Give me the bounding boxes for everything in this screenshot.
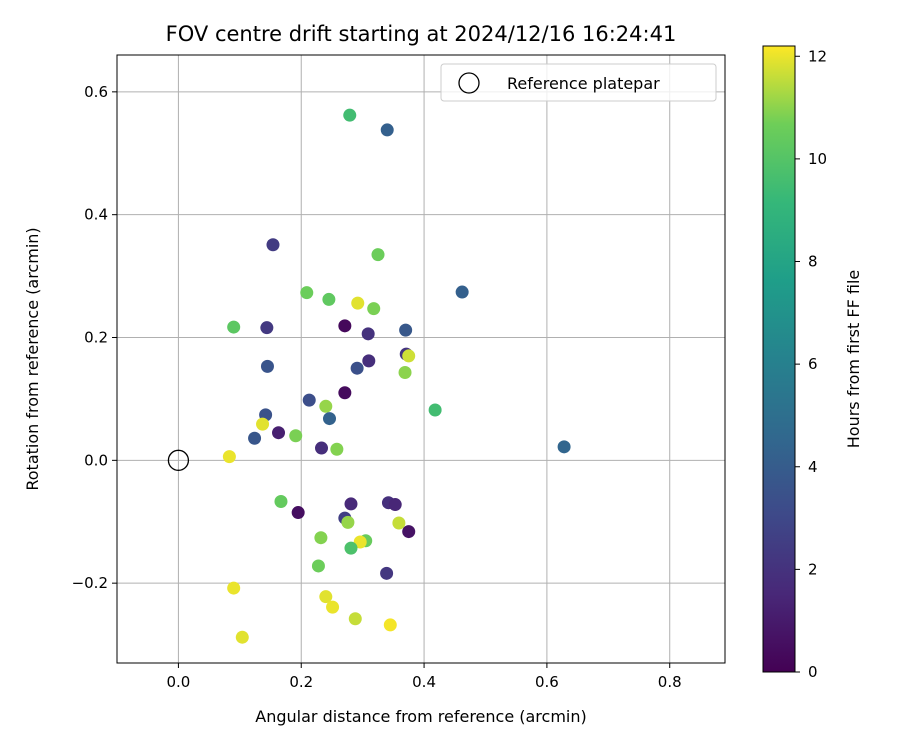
data-point — [319, 399, 333, 413]
data-point — [380, 123, 394, 137]
data-point — [388, 498, 402, 512]
data-point — [428, 403, 442, 417]
data-point — [274, 494, 288, 508]
data-point — [322, 292, 336, 306]
x-axis-label: Angular distance from reference (arcmin) — [255, 707, 586, 726]
colorbar-tick-label: 6 — [808, 355, 818, 373]
colorbar-gradient — [763, 46, 795, 672]
data-point — [260, 359, 274, 373]
data-point — [302, 393, 316, 407]
y-tick-label: 0.2 — [84, 329, 108, 347]
y-tick-label: 0.0 — [84, 451, 108, 469]
data-point — [350, 361, 364, 375]
data-point — [455, 285, 469, 299]
data-point — [319, 590, 333, 604]
data-point — [322, 412, 336, 426]
data-point — [338, 319, 352, 333]
x-tick-label: 0.8 — [658, 673, 682, 691]
reference-platepar-marker — [167, 449, 190, 471]
x-tick-label: 0.4 — [412, 673, 436, 691]
data-point — [402, 349, 416, 363]
data-point — [227, 320, 241, 334]
colorbar-tick-label: 2 — [808, 560, 818, 578]
data-point — [291, 506, 305, 520]
y-tick-label: 0.4 — [84, 206, 108, 224]
data-point — [341, 515, 355, 529]
y-axis-ticks: −0.2 0.0 0.2 0.4 0.6 — [72, 83, 117, 592]
y-tick-label: 0.6 — [84, 83, 108, 101]
data-point — [300, 286, 314, 300]
data-point — [266, 238, 280, 252]
y-tick-label: −0.2 — [72, 574, 108, 592]
data-point — [326, 600, 340, 614]
colorbar-tick-label: 10 — [808, 150, 827, 168]
data-point — [315, 441, 329, 455]
data-point — [330, 442, 344, 456]
colorbar: 0 2 4 6 8 10 12 Hours from first FF file — [762, 45, 863, 681]
grid-lines — [117, 55, 725, 663]
data-point — [348, 612, 362, 626]
data-point — [353, 535, 367, 549]
data-point — [367, 302, 381, 316]
data-point — [398, 366, 412, 380]
legend: Reference platepar — [440, 63, 717, 102]
y-axis-label: Rotation from reference (arcmin) — [23, 227, 42, 490]
colorbar-tick-label: 4 — [808, 458, 818, 476]
data-point — [289, 429, 303, 443]
colorbar-tick-label: 12 — [808, 47, 827, 65]
data-point — [371, 248, 385, 262]
scatter-points — [222, 108, 571, 644]
data-point — [399, 323, 413, 337]
data-point — [235, 630, 249, 644]
data-point — [343, 108, 357, 122]
legend-reference-marker — [458, 72, 480, 94]
data-point — [402, 525, 416, 539]
chart-title: FOV centre drift starting at 2024/12/16 … — [166, 22, 677, 46]
x-axis-ticks: 0.0 0.2 0.4 0.6 0.8 — [166, 663, 682, 691]
colorbar-tick-label: 0 — [808, 663, 818, 681]
reference-marker-group — [167, 449, 190, 471]
data-point — [248, 431, 262, 445]
data-point — [260, 321, 274, 335]
x-tick-label: 0.0 — [166, 673, 190, 691]
data-point — [272, 426, 286, 440]
data-point — [380, 566, 394, 580]
data-point — [344, 497, 358, 511]
plot-frame — [116, 54, 726, 664]
data-point — [344, 541, 358, 555]
colorbar-frame — [762, 45, 796, 673]
colorbar-tick-label: 8 — [808, 253, 818, 271]
data-point — [362, 354, 376, 368]
data-point — [256, 417, 270, 431]
colorbar-ticks: 0 2 4 6 8 10 12 — [795, 47, 827, 681]
colorbar-label: Hours from first FF file — [844, 270, 863, 449]
data-point — [557, 440, 571, 454]
data-point — [227, 581, 241, 595]
data-point — [361, 327, 375, 341]
data-point — [351, 296, 365, 310]
x-tick-label: 0.2 — [289, 673, 313, 691]
data-point — [338, 386, 352, 400]
legend-label: Reference platepar — [507, 74, 660, 93]
data-point — [383, 618, 397, 632]
x-tick-label: 0.6 — [535, 673, 559, 691]
data-point — [314, 531, 328, 545]
data-point — [311, 559, 325, 573]
legend-box — [440, 63, 717, 102]
data-point — [392, 516, 406, 530]
data-point — [222, 450, 236, 464]
